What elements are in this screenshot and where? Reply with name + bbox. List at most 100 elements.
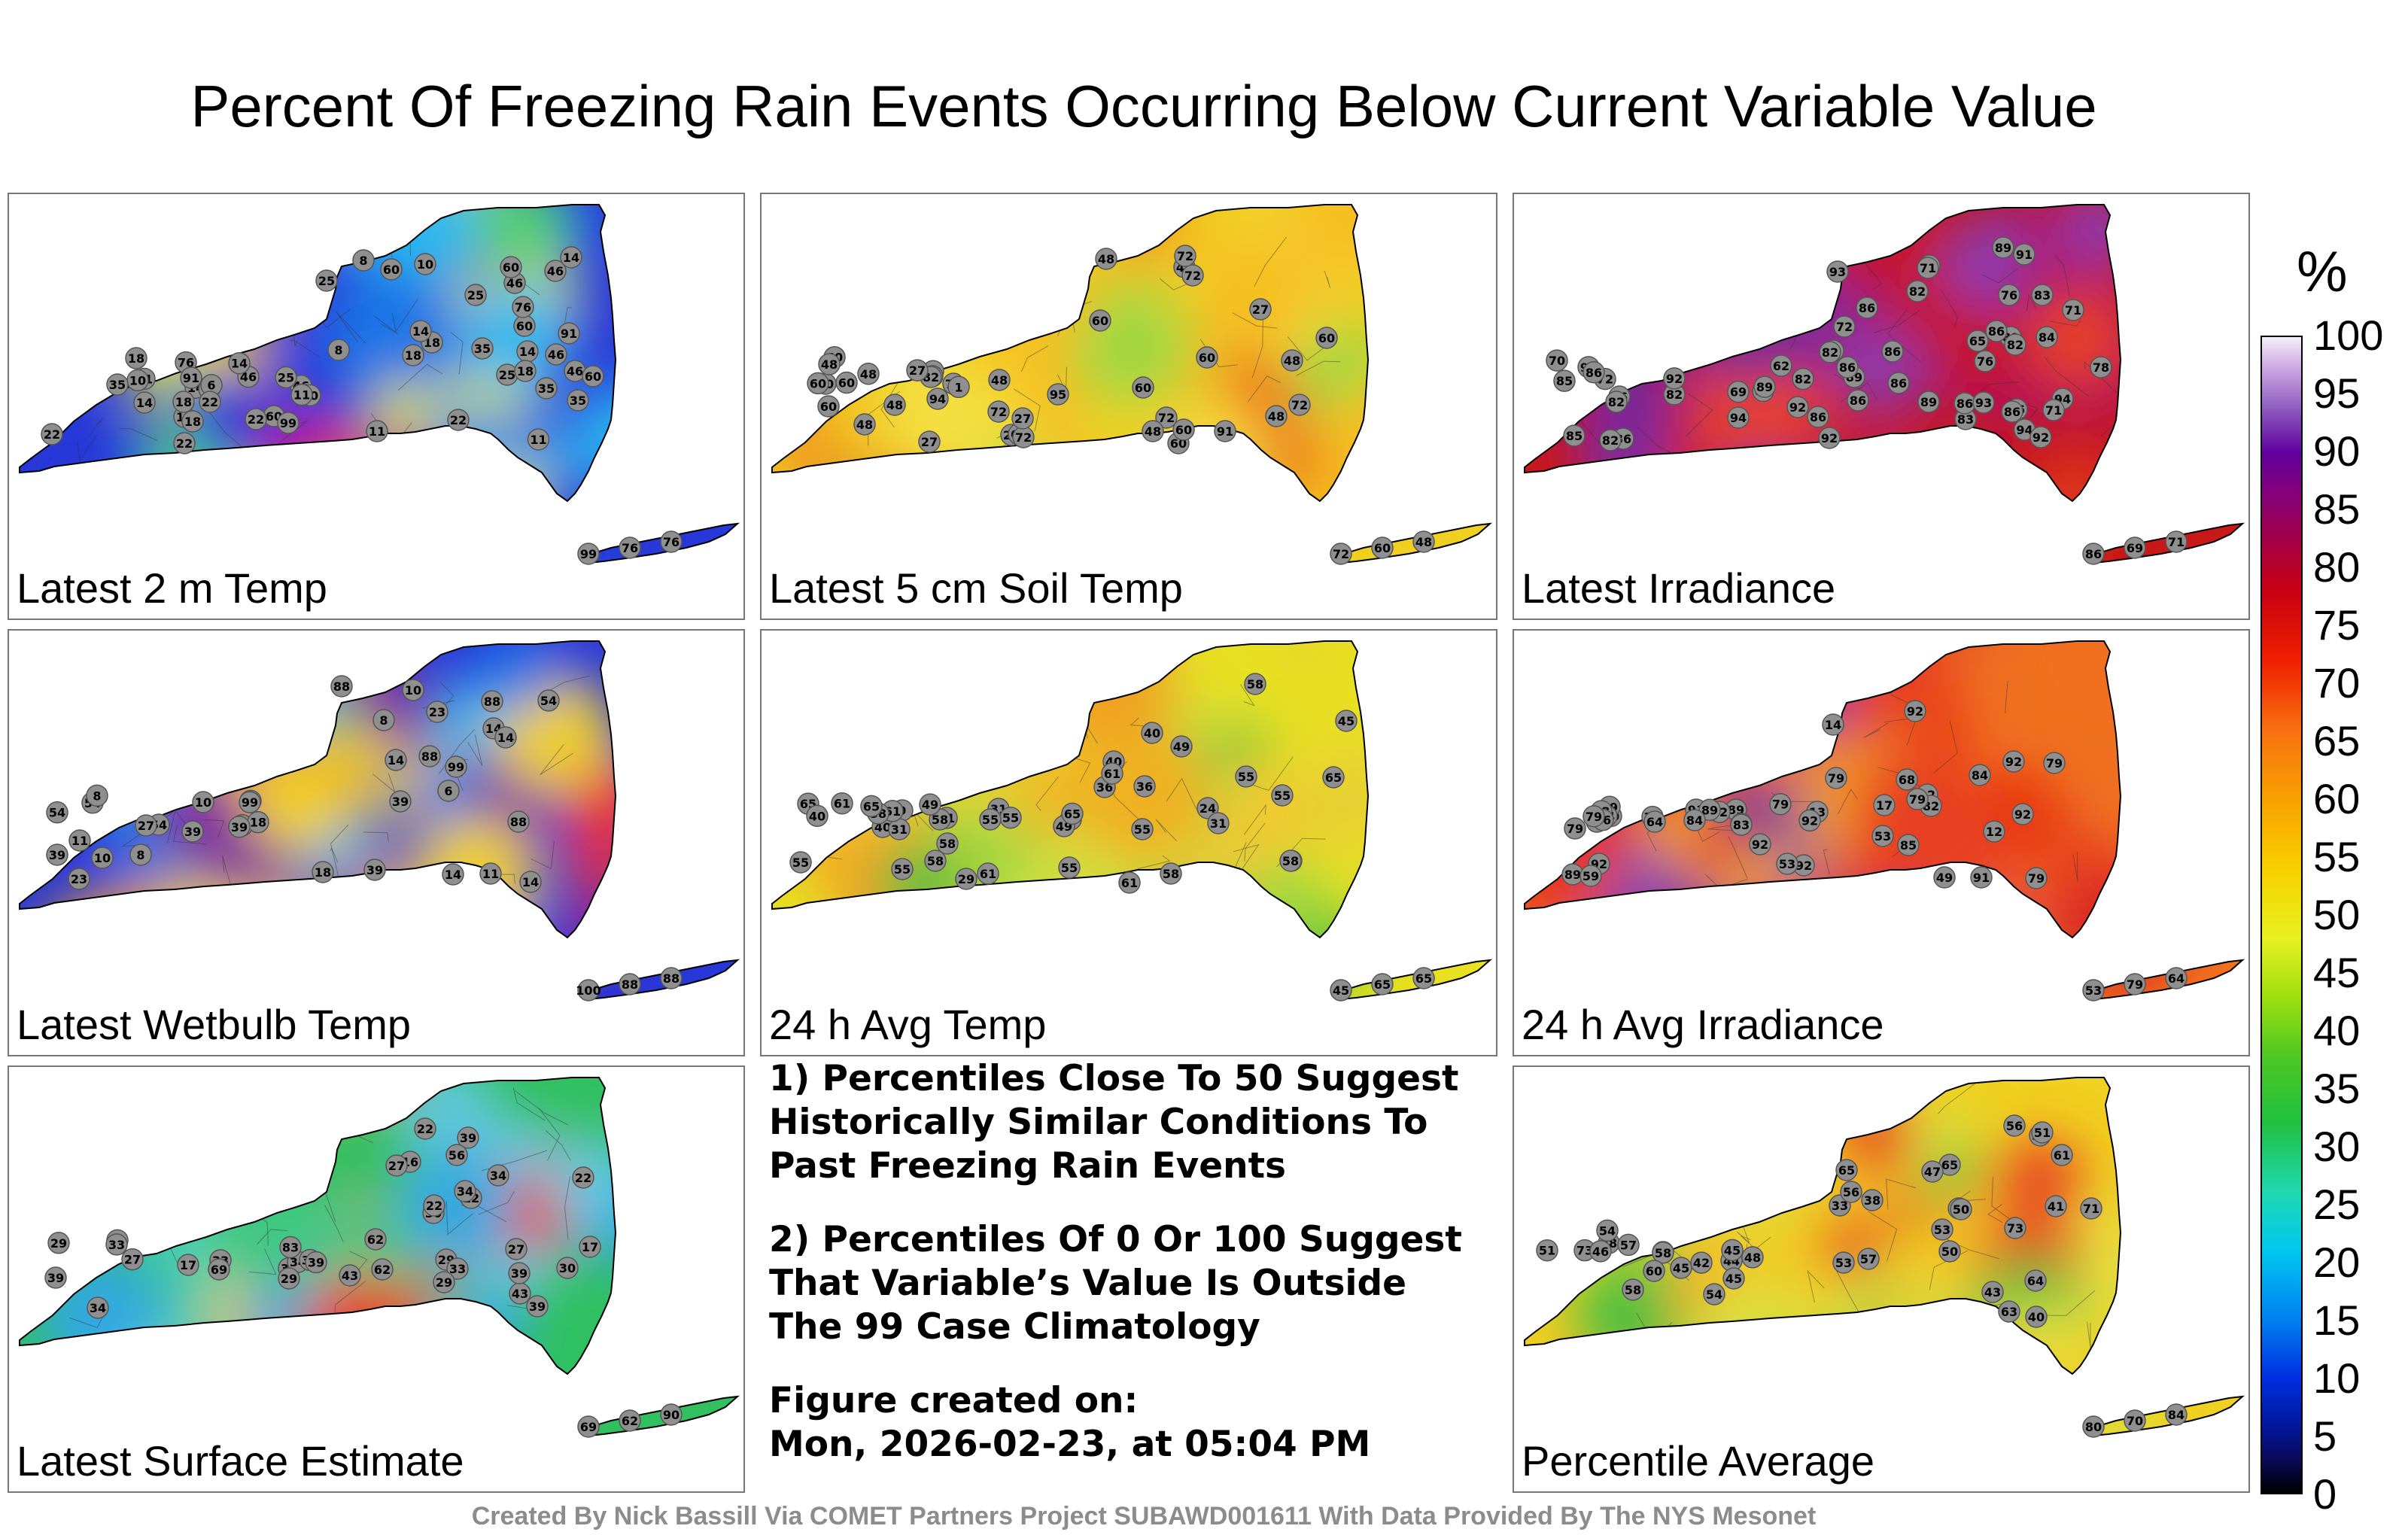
county-line bbox=[515, 1090, 568, 1126]
station-dot bbox=[508, 1262, 531, 1284]
station-dot bbox=[290, 383, 313, 406]
county-line bbox=[2072, 852, 2078, 882]
station-value: 69 bbox=[2127, 541, 2143, 555]
county-line bbox=[827, 261, 891, 283]
county-line bbox=[1655, 269, 1675, 299]
station-dot bbox=[1412, 530, 1435, 553]
station-value: 59 bbox=[1583, 869, 1599, 883]
station-value: 55 bbox=[1134, 822, 1151, 837]
station-dot bbox=[1981, 1281, 2004, 1303]
county-line bbox=[1686, 393, 1713, 436]
station-dot bbox=[2051, 1144, 2073, 1166]
panel-label: Latest Irradiance bbox=[1522, 564, 1836, 612]
county-line bbox=[966, 706, 1004, 756]
county-line bbox=[1837, 789, 1858, 815]
station-dot bbox=[1887, 372, 1910, 394]
county-line bbox=[1710, 1202, 1721, 1208]
county-line bbox=[165, 1090, 208, 1120]
station-dot bbox=[46, 801, 68, 824]
station-value: 41 bbox=[2048, 1199, 2064, 1214]
station-dot bbox=[380, 258, 403, 281]
station-value: 72 bbox=[1836, 320, 1853, 334]
station-dot bbox=[1061, 802, 1084, 825]
created-label: Figure created on: bbox=[769, 1380, 1139, 1421]
station-value: 86 bbox=[1810, 410, 1826, 424]
station-value: 49 bbox=[922, 798, 938, 812]
county-line bbox=[478, 1190, 515, 1215]
station-value: 89 bbox=[1756, 380, 1773, 394]
county-line bbox=[1014, 672, 1048, 711]
station-value: 61 bbox=[2054, 1148, 2070, 1163]
station-dot bbox=[1235, 765, 1257, 788]
station-dot bbox=[44, 1266, 67, 1289]
station-value: 39 bbox=[47, 1271, 64, 1285]
colorbar-tick-label: 25 bbox=[2313, 1181, 2361, 1228]
station-value: 76 bbox=[515, 300, 531, 315]
county-line bbox=[1013, 388, 1041, 432]
station-value: 58 bbox=[1655, 1246, 1671, 1260]
station-dot bbox=[1873, 794, 1896, 816]
station-dot bbox=[121, 1248, 144, 1271]
county-line bbox=[1562, 728, 1593, 756]
station-dot bbox=[2025, 1306, 2048, 1328]
station-value: 50 bbox=[1953, 1202, 1969, 1217]
station-value: 14 bbox=[519, 345, 536, 359]
colorbar-unit: % bbox=[2297, 240, 2348, 304]
station-dot bbox=[619, 536, 641, 559]
county-line bbox=[2043, 356, 2090, 397]
station-value: 65 bbox=[1325, 771, 1342, 785]
county-line bbox=[925, 264, 945, 293]
station-value: 61 bbox=[1104, 767, 1120, 781]
station-dot bbox=[2003, 1114, 2026, 1137]
station-value: 27 bbox=[1014, 412, 1031, 426]
station-value: 48 bbox=[1744, 1251, 1761, 1265]
created-value: Mon, 2026-02-23, at 05:04 PM bbox=[769, 1424, 1371, 1465]
station-dot bbox=[2124, 1409, 2146, 1432]
station-value: 48 bbox=[1284, 354, 1300, 368]
station-value: 45 bbox=[1725, 1272, 1742, 1286]
station-dot bbox=[891, 858, 914, 880]
state-map: 9122181460466046882560224618141010181146… bbox=[19, 204, 740, 565]
station-value: 17 bbox=[180, 1258, 196, 1272]
station-value: 56 bbox=[1843, 1185, 1859, 1199]
station-value: 27 bbox=[508, 1242, 524, 1257]
county-line bbox=[1248, 375, 1281, 403]
station-dot bbox=[1196, 346, 1218, 369]
station-value: 76 bbox=[1977, 354, 1993, 369]
station-dot bbox=[512, 296, 534, 318]
station-value: 95 bbox=[1050, 388, 1066, 402]
station-dot bbox=[2165, 530, 2188, 553]
county-line bbox=[1232, 312, 1278, 329]
station-dot bbox=[106, 373, 129, 396]
county-line bbox=[1987, 1204, 2003, 1223]
county-line bbox=[2039, 1290, 2096, 1316]
station-value: 53 bbox=[2085, 983, 2102, 998]
station-value: 54 bbox=[1599, 1223, 1616, 1238]
station-value: 8 bbox=[334, 343, 342, 357]
station-value: 69 bbox=[1730, 385, 1747, 400]
county-line bbox=[864, 330, 875, 348]
county-line bbox=[1790, 1141, 1808, 1155]
station-value: 99 bbox=[580, 547, 597, 561]
station-dot bbox=[527, 428, 550, 451]
county-line bbox=[155, 764, 179, 782]
station-value: 79 bbox=[2127, 977, 2143, 992]
station-value: 29 bbox=[50, 1236, 67, 1251]
station-value: 39 bbox=[308, 1256, 324, 1270]
station-dot bbox=[1546, 349, 1568, 372]
station-value: 58 bbox=[927, 854, 944, 868]
station-value: 22 bbox=[176, 436, 193, 451]
station-value: 35 bbox=[538, 381, 555, 396]
colorbar-tick-label: 0 bbox=[2313, 1470, 2337, 1518]
state-outline bbox=[19, 640, 617, 939]
station-dot bbox=[1833, 315, 1856, 338]
station-value: 72 bbox=[1177, 249, 1193, 263]
station-value: 46 bbox=[1592, 1245, 1609, 1259]
station-dot bbox=[2031, 1121, 2054, 1144]
station-dot bbox=[208, 1258, 230, 1281]
station-dot bbox=[906, 359, 929, 381]
station-dot bbox=[1141, 722, 1163, 744]
county-line bbox=[1589, 745, 1596, 763]
station-value: 24 bbox=[1199, 801, 1216, 816]
county-line bbox=[1938, 1081, 1978, 1114]
